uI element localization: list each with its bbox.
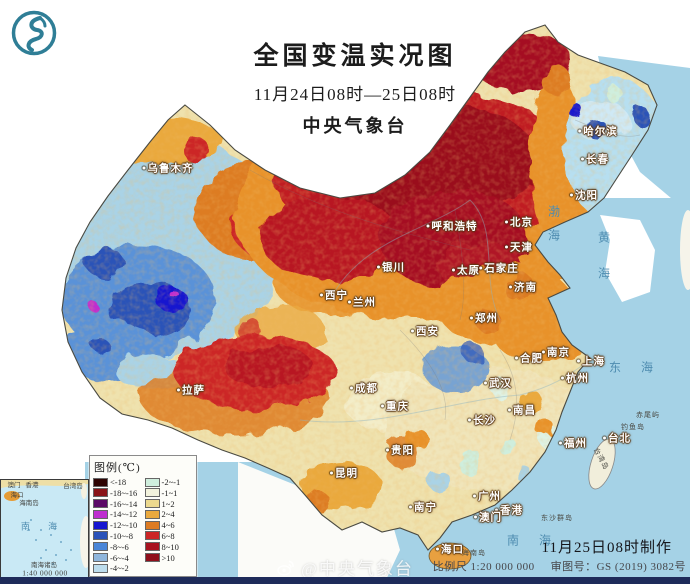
legend-row: 4~6 xyxy=(144,520,194,530)
legend-row: -12~-10 xyxy=(93,520,142,530)
legend-swatch xyxy=(93,520,108,530)
legend-swatch xyxy=(93,563,108,573)
legend-swatch xyxy=(144,553,160,563)
legend-column-negative: <-18 -18~-16 -16~-14 -14~-12 -12~-10 -10~-8 -8… xyxy=(93,477,142,573)
bottom-bar xyxy=(0,577,690,584)
legend-row: -8~-6 xyxy=(93,542,142,552)
legend-row: -1~1 xyxy=(144,488,194,498)
taiwan-island xyxy=(588,438,616,490)
inset-label: 1:40 000 000 xyxy=(22,568,68,578)
legend-title: 图例(℃) xyxy=(94,462,141,474)
legend-swatch xyxy=(144,488,160,498)
south-china-sea-inset: 澳门 香港 台湾岛海口 海南岛南 海南海诸岛 1:40 000 000 xyxy=(0,479,89,579)
inset-label: 南 海 xyxy=(20,521,66,532)
legend-swatch xyxy=(144,542,160,552)
legend: 图例(℃) <-18 -18~-16 -16~-14 -14~-12 -12~-10 -1… xyxy=(89,455,197,578)
inset-map xyxy=(1,480,88,578)
foreign-land xyxy=(238,210,690,584)
weibo-icon xyxy=(277,560,294,576)
cma-logo xyxy=(11,10,57,56)
inset-label: 台湾岛 xyxy=(63,483,83,490)
legend-swatch xyxy=(93,542,108,552)
legend-swatch xyxy=(93,509,108,519)
legend-row: 2~4 xyxy=(144,509,194,519)
legend-row: 8~10 xyxy=(144,542,194,552)
inset-label: 海口 xyxy=(10,492,24,499)
legend-row: -4~-2 xyxy=(93,563,142,573)
legend-row: -6~-4 xyxy=(93,553,142,563)
title-block: 全国变温实况图 11月24日08时—25日08时 中央气象台 xyxy=(185,36,525,138)
legend-swatch xyxy=(93,499,108,509)
map-scale-row: 比例尺 1:20 000 000 审图号：GS (2019) 3082号 xyxy=(433,558,686,574)
legend-column-positive: -2~-1 -1~1 1~2 2~4 4~6 6~8 8~10 >10 xyxy=(144,477,194,572)
legend-row: -18~-16 xyxy=(93,488,142,498)
legend-row: <-18 xyxy=(93,477,142,487)
legend-row: -2~-1 xyxy=(144,477,194,487)
inset-label: 香港 xyxy=(25,482,39,489)
map-scale: 比例尺 1:20 000 000 xyxy=(432,561,535,573)
valid-period: 11月24日08时—25日08时 xyxy=(253,85,457,104)
legend-swatch xyxy=(144,477,160,487)
legend-row: -14~-12 xyxy=(93,509,142,519)
legend-swatch xyxy=(93,531,108,541)
inset-label: 海南岛 xyxy=(19,500,39,507)
legend-row: 1~2 xyxy=(144,499,194,509)
approval-number: 审图号：GS (2019) 3082号 xyxy=(550,561,686,573)
inset-label: 南海诸岛 xyxy=(31,562,57,569)
legend-swatch xyxy=(144,509,160,519)
agency-name: 中央气象台 xyxy=(302,116,408,136)
made-time: 11月25日08时制作 xyxy=(541,540,672,556)
watermark-text: @中央气象台 xyxy=(301,559,414,579)
page-title: 全国变温实况图 xyxy=(253,43,457,70)
legend-row: 6~8 xyxy=(144,531,194,541)
legend-swatch xyxy=(93,488,108,498)
river-lines xyxy=(299,199,591,423)
legend-row: -16~-14 xyxy=(93,499,142,509)
legend-swatch xyxy=(144,520,160,530)
watermark: @中央气象台 xyxy=(276,555,414,580)
legend-row: -10~-8 xyxy=(93,531,142,541)
legend-swatch xyxy=(93,553,108,563)
legend-row: >10 xyxy=(144,553,194,563)
legend-swatch xyxy=(144,499,160,509)
inset-label: 澳门 xyxy=(7,482,21,489)
hainan-island xyxy=(428,542,472,570)
province-lines xyxy=(249,119,641,441)
legend-swatch xyxy=(93,477,108,487)
legend-swatch xyxy=(144,531,160,541)
